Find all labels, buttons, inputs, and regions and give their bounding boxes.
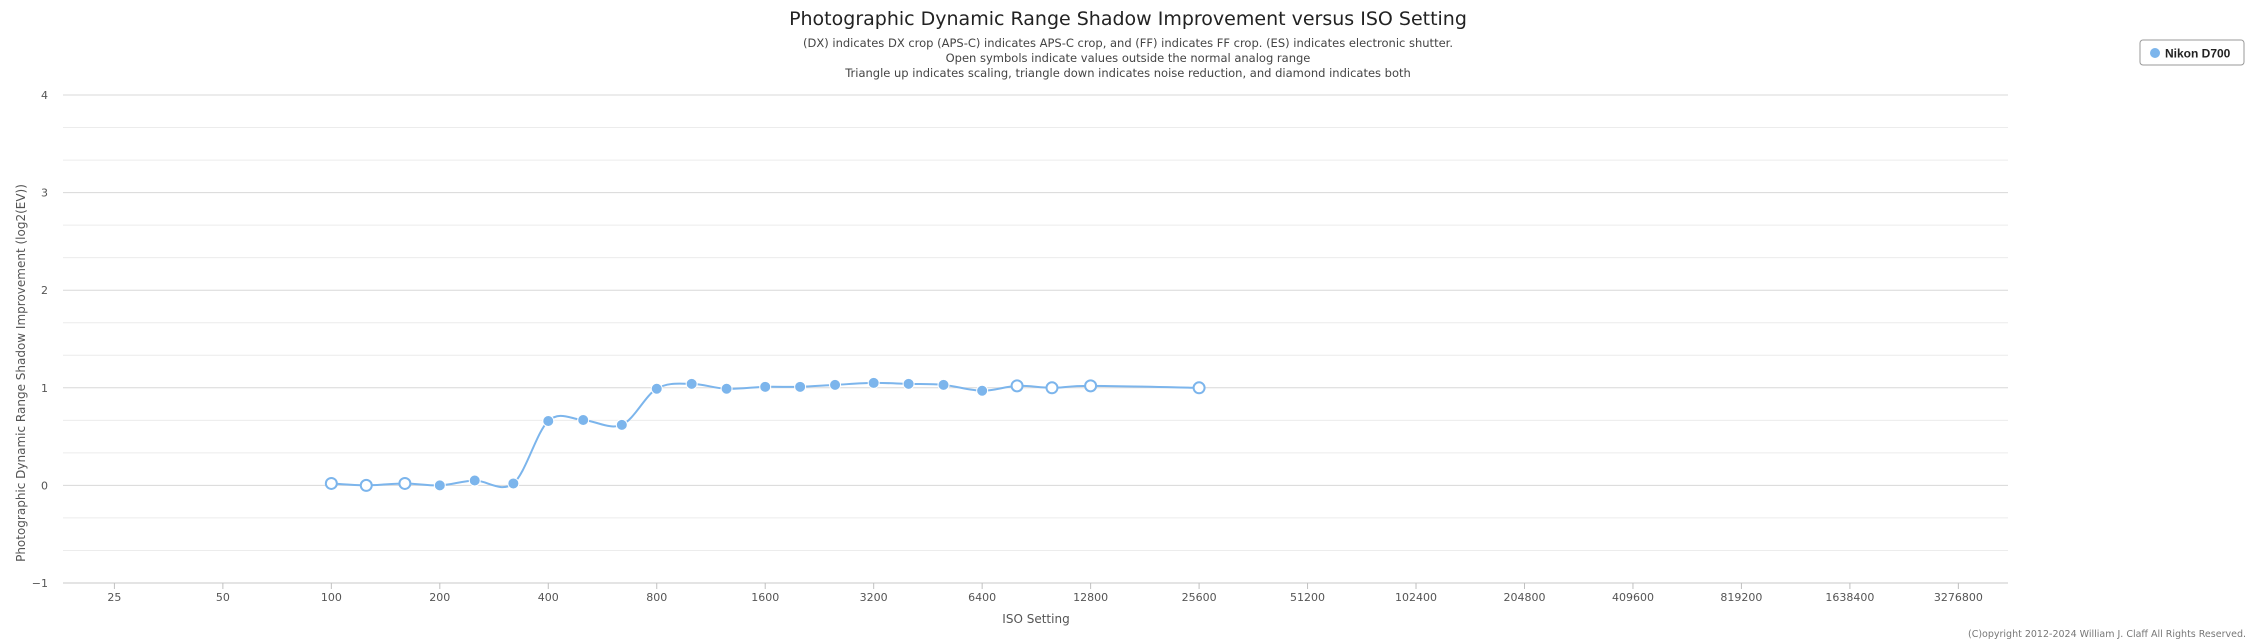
y-tick-label: 3 [41,187,48,200]
y-axis-ticks: −1 0 1 2 3 4 [32,89,48,590]
y-tick-label: 1 [41,382,48,395]
data-point-open[interactable] [359,478,373,492]
y-tick-label: 4 [41,89,48,102]
legend-marker [2150,48,2160,58]
x-tick-label: 25 [107,591,121,604]
data-point[interactable] [937,378,950,391]
x-tick-label: 102400 [1395,591,1437,604]
x-tick-label: 6400 [968,591,996,604]
data-point[interactable] [902,377,915,390]
grid-lines [63,94,2008,584]
legend-box [2139,39,2245,66]
x-tick-label: 50 [216,591,230,604]
data-point-open[interactable] [1084,379,1098,393]
data-point[interactable] [468,474,481,487]
chart-subtitle-line-2: Open symbols indicate values outside the… [946,51,1311,65]
chart-title: Photographic Dynamic Range Shadow Improv… [789,8,1467,30]
legend[interactable]: Nikon D700 [2139,39,2245,66]
x-tick-label: 204800 [1503,591,1545,604]
data-point[interactable] [650,382,663,395]
x-tick-label: 400 [538,591,559,604]
x-tick-label: 12800 [1073,591,1108,604]
data-point[interactable] [720,382,733,395]
data-point[interactable] [577,414,590,427]
data-point-open[interactable] [1045,381,1059,395]
x-tick-label: 25600 [1182,591,1217,604]
x-tick-label: 200 [429,591,450,604]
data-point[interactable] [976,384,989,397]
data-point-open[interactable] [1010,379,1024,393]
series-line [331,381,1200,489]
x-axis-ticks: 25 50 100 200 400 800 1600 3200 6400 12800 25600 51… [107,583,1983,604]
x-tick-label: 100 [321,591,342,604]
data-point-open[interactable] [1192,381,1206,395]
x-tick-label: 51200 [1290,591,1325,604]
x-tick-label: 409600 [1612,591,1654,604]
x-tick-label: 3276800 [1934,591,1983,604]
data-point[interactable] [685,377,698,390]
x-tick-label: 3200 [860,591,888,604]
x-tick-label: 1600 [751,591,779,604]
data-point[interactable] [759,380,772,393]
x-tick-label: 800 [646,591,667,604]
data-point-open[interactable] [324,476,338,490]
chart-subtitle-line-3: Triangle up indicates scaling, triangle … [844,66,1411,80]
data-point[interactable] [615,418,628,431]
chart-subtitle-line-1: (DX) indicates DX crop (APS-C) indicates… [803,36,1453,50]
x-axis-title: ISO Setting [1002,612,1069,626]
y-tick-label: 2 [41,284,48,297]
legend-item-label[interactable]: Nikon D700 [2165,47,2231,61]
copyright-credit: (C)opyright 2012-2024 William J. Claff A… [1968,629,2246,640]
data-point[interactable] [867,376,880,389]
series-layer[interactable] [324,376,1206,492]
data-point[interactable] [542,414,555,427]
x-tick-label: 1638400 [1825,591,1874,604]
x-tick-label: 819200 [1720,591,1762,604]
data-point[interactable] [829,378,842,391]
data-point-open[interactable] [398,476,412,490]
data-point[interactable] [794,380,807,393]
y-tick-label: −1 [32,577,48,590]
y-tick-label: 0 [41,479,48,492]
data-point[interactable] [433,479,446,492]
y-axis-title: Photographic Dynamic Range Shadow Improv… [14,184,28,562]
data-point[interactable] [507,477,520,490]
